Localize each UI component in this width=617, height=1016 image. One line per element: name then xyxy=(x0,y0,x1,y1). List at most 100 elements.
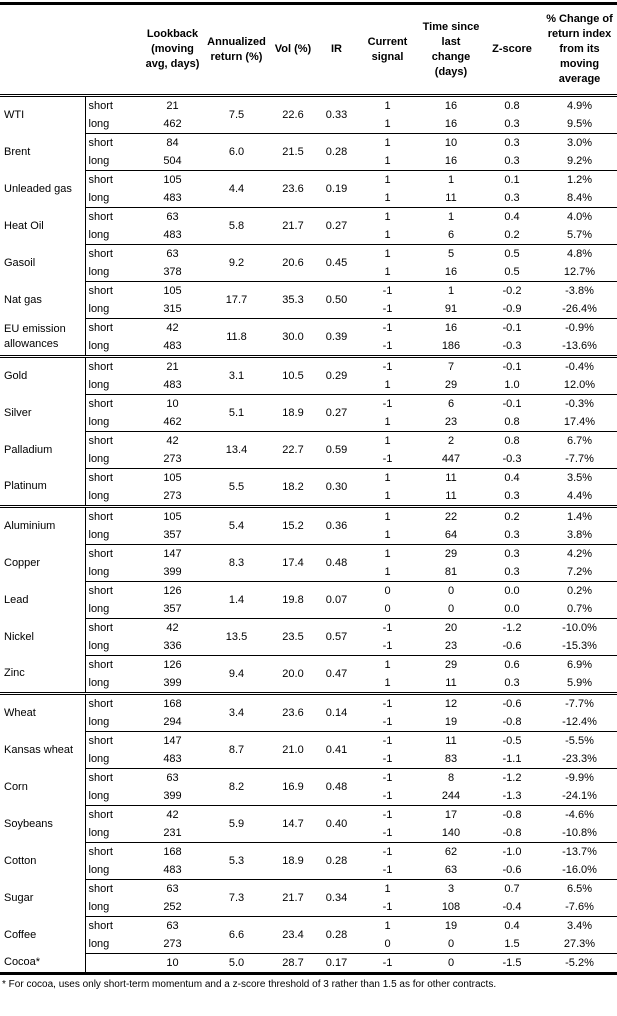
table-row: Cotton short 168 5.3 18.9 0.28 -1 62 -1.0 -13.7% xyxy=(0,842,617,880)
table-row: long 273 -1 447 -0.3 -7.7% xyxy=(0,450,617,469)
commodity-name: Cocoa* xyxy=(0,953,85,975)
time-since-change-value: 11 xyxy=(445,192,457,204)
horizon-label: short xyxy=(84,170,140,189)
z-score-value: 0.3 xyxy=(504,566,520,578)
lookback-value: 42 xyxy=(140,618,205,637)
z-score-value: -0.8 xyxy=(502,716,522,728)
horizon-label: long xyxy=(84,226,140,245)
horizon-label: long xyxy=(84,713,140,732)
table-row: long 483 -1 186 -0.3 -13.6% xyxy=(0,337,617,357)
vol-value: 22.6 xyxy=(282,109,304,121)
lookback-value: 483 xyxy=(163,753,182,765)
vol-value: 17.4 xyxy=(268,544,318,582)
horizon-label: long xyxy=(84,898,140,917)
vol-value: 15.2 xyxy=(268,505,318,545)
commodity-name: Sugar xyxy=(4,891,34,904)
pct-change-value: 6.7% xyxy=(542,431,617,450)
lookback-value: 42 xyxy=(140,318,205,337)
annualized-return-value: 7.3 xyxy=(205,879,268,917)
annualized-return-value: 9.4 xyxy=(205,655,268,694)
lookback-value: 399 xyxy=(163,790,182,802)
lookback-value: 84 xyxy=(140,133,205,152)
lookback-value: 273 xyxy=(163,490,182,502)
signal-value: 1 xyxy=(384,155,391,167)
z-score-value: 0.3 xyxy=(504,118,520,130)
pct-change-value: 9.5% xyxy=(566,118,593,130)
ir-value: 0.57 xyxy=(318,618,355,656)
z-score-value: 0.8 xyxy=(504,100,520,112)
z-score-value: 0.6 xyxy=(482,655,542,674)
time-since-change-value: 8 xyxy=(420,768,482,787)
time-since-change-value: 17 xyxy=(420,805,482,824)
z-score-value: 0.3 xyxy=(482,544,542,563)
commodity-name: Zinc xyxy=(4,667,25,680)
lookback-value: 21 xyxy=(166,100,179,112)
commodity-name: Aluminium xyxy=(0,505,85,545)
time-since-change-value: 140 xyxy=(441,827,461,839)
annualized-return-value: 4.4 xyxy=(205,170,268,208)
signal-value: 0 xyxy=(355,581,420,600)
annualized-return-value: 5.5 xyxy=(205,468,268,507)
commodity-name: Corn xyxy=(4,780,28,793)
z-score-value: 0.3 xyxy=(504,155,520,167)
z-score-value: 0.4 xyxy=(482,916,542,935)
pct-change-value: -10.8% xyxy=(562,827,597,839)
momentum-signals-table: Lookback (moving avg, days) Annualized r… xyxy=(0,2,617,975)
table-row: long 504 1 16 0.3 9.2% xyxy=(0,152,617,171)
commodity-name: Nat gas xyxy=(4,293,42,306)
table-row: Platinum short 105 5.5 18.2 0.30 1 11 0.4 3.5% xyxy=(0,468,617,507)
ir-value: 0.41 xyxy=(318,731,355,769)
lookback-value: 315 xyxy=(163,303,182,315)
horizon-label: short xyxy=(84,318,140,337)
z-score-value: 0.4 xyxy=(482,207,542,226)
signal-value: 1 xyxy=(384,100,391,112)
time-since-change-value: 447 xyxy=(441,453,461,465)
z-score-value: 0.8 xyxy=(504,416,520,428)
commodity-name: Palladium xyxy=(4,443,53,456)
annualized-return-value: 17.7 xyxy=(205,281,268,319)
lookback-value: 105 xyxy=(140,281,205,300)
lookback-value: 357 xyxy=(163,529,182,541)
annualized-return-value: 1.4 xyxy=(205,581,268,619)
pct-change-value: 3.5% xyxy=(542,468,617,487)
horizon-label: short xyxy=(84,692,140,713)
header-pct-change: % Change of return index from its moving… xyxy=(542,3,617,97)
z-score-value: 0.5 xyxy=(504,266,520,278)
lookback-value: 21 xyxy=(140,355,205,376)
vol-value: 20.6 xyxy=(268,244,318,282)
z-score-value: -1.5 xyxy=(482,953,542,975)
annualized-return-value: 6.6 xyxy=(205,916,268,954)
horizon-label: long xyxy=(84,935,140,954)
annualized-return-value: 7.5 xyxy=(228,109,245,121)
commodity-name: Platinum xyxy=(4,480,47,493)
z-score-value: -0.9 xyxy=(502,303,522,315)
signal-value: 1 xyxy=(355,170,420,189)
signal-value: -1 xyxy=(382,303,393,315)
pct-change-value: 6.9% xyxy=(542,655,617,674)
z-score-value: -1.3 xyxy=(502,790,522,802)
time-since-change-value: 23 xyxy=(444,416,458,428)
pct-change-value: 3.0% xyxy=(542,133,617,152)
table-row: Gasoil short 63 9.2 20.6 0.45 1 5 0.5 4.8% xyxy=(0,244,617,282)
table-row: Soybeans short 42 5.9 14.7 0.40 -1 17 -0.8 -4.6% xyxy=(0,805,617,843)
signal-value: 1 xyxy=(384,229,391,241)
pct-change-value: -16.0% xyxy=(562,864,597,876)
lookback-value: 273 xyxy=(163,453,182,465)
table-row: EU emission allowances short 42 11.8 30.0 0.3… xyxy=(0,318,617,357)
annualized-return-value: 8.2 xyxy=(205,768,268,806)
z-score-value: 0.0 xyxy=(482,581,542,600)
vol-value: 23.6 xyxy=(268,170,318,208)
horizon-label: long xyxy=(84,450,140,469)
annualized-return-value: 5.0 xyxy=(205,953,268,975)
table-row: long 462 1 23 0.8 17.4% xyxy=(0,413,617,432)
annualized-return-value: 5.1 xyxy=(205,394,268,432)
lookback-value: 105 xyxy=(140,170,205,189)
z-score-value: -1.1 xyxy=(502,753,522,765)
pct-change-value: -13.7% xyxy=(542,842,617,861)
lookback-value: 483 xyxy=(163,340,182,352)
table-row: Wheat short 168 3.4 23.6 0.14 -1 12 -0.6 -7.7% xyxy=(0,692,617,732)
time-since-change-value: 91 xyxy=(444,303,458,315)
ir-value: 0.28 xyxy=(318,842,355,880)
lookback-value: 126 xyxy=(140,655,205,674)
commodity-name: Silver xyxy=(4,406,32,419)
